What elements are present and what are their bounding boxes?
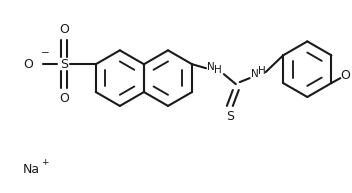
Text: O: O: [59, 92, 69, 106]
Text: O: O: [59, 23, 69, 36]
Text: −: −: [41, 48, 50, 58]
Text: N: N: [207, 62, 215, 72]
Text: +: +: [42, 158, 49, 167]
Text: O: O: [340, 69, 350, 82]
Text: S: S: [60, 58, 68, 71]
Text: H: H: [214, 65, 222, 75]
Text: O: O: [23, 58, 33, 71]
Text: Na: Na: [23, 163, 40, 176]
Text: H: H: [258, 66, 265, 76]
Text: N: N: [251, 69, 258, 79]
Text: S: S: [226, 110, 234, 123]
